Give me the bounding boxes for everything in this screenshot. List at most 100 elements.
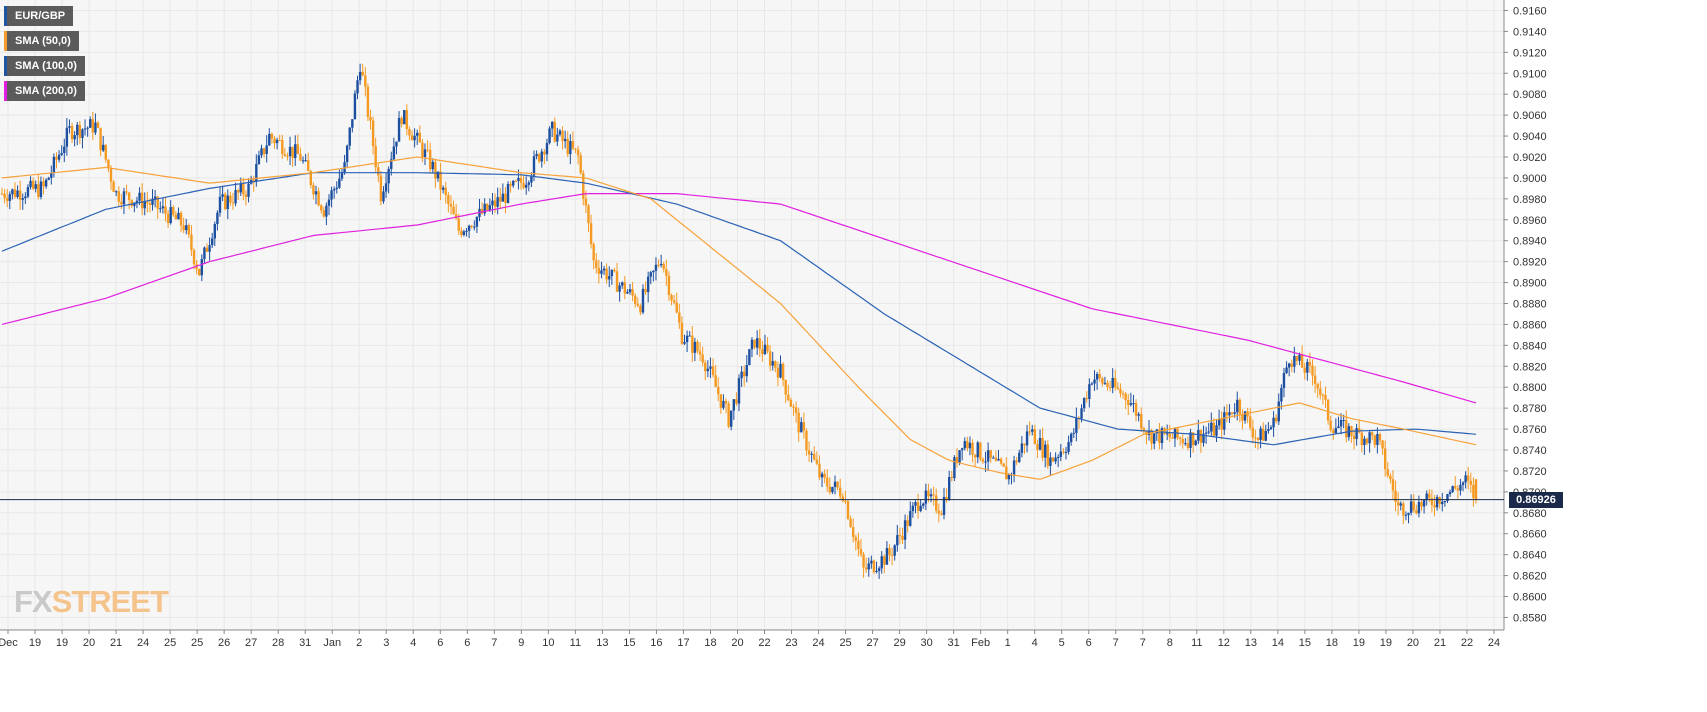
legend-item-sma50[interactable]: SMA (50,0)	[4, 31, 79, 51]
candle-down	[815, 459, 819, 464]
candle-up	[1095, 374, 1099, 380]
candle-up	[11, 189, 14, 195]
candle-up	[1298, 354, 1301, 361]
candle-down	[1033, 429, 1037, 445]
candle-up	[211, 238, 214, 246]
candle-up	[1461, 482, 1465, 485]
candle-up	[275, 139, 279, 144]
candle-up	[948, 477, 951, 500]
candle-down	[229, 195, 232, 203]
candle-down	[291, 146, 294, 159]
candle-down	[774, 361, 777, 368]
candle-up	[1443, 501, 1447, 503]
y-tick-label: 0.9020	[1513, 152, 1547, 164]
candle-down	[242, 183, 245, 195]
candle-up	[159, 208, 162, 210]
candle-down	[639, 305, 642, 313]
candle-up	[659, 263, 663, 266]
candle-up	[351, 119, 354, 128]
candle-up	[545, 142, 549, 155]
candle-up	[922, 503, 925, 506]
candle-up	[1272, 417, 1275, 428]
x-tick-label: 25	[164, 637, 176, 649]
candle-down	[428, 149, 432, 170]
legend-item-sma200[interactable]: SMA (200,0)	[4, 81, 85, 101]
candle-up	[750, 339, 754, 350]
candle-down	[727, 403, 730, 427]
candle-down	[932, 494, 935, 496]
candle-up	[1399, 503, 1402, 506]
candle-up	[893, 545, 896, 556]
candle-up	[1137, 414, 1140, 416]
x-tick-label: 20	[1407, 637, 1419, 649]
candle-down	[950, 477, 953, 479]
candle-down	[125, 191, 128, 193]
candle-up	[1337, 426, 1340, 429]
candle-down	[1345, 419, 1348, 438]
candle-down	[784, 380, 787, 395]
candle-down	[42, 181, 45, 187]
legend-item-sma100[interactable]: SMA (100,0)	[4, 56, 85, 76]
candle-down	[486, 203, 489, 210]
candle-up	[745, 365, 748, 377]
candle-up	[1132, 403, 1135, 405]
candle-down	[597, 267, 601, 274]
candle-up	[530, 175, 533, 183]
candle-up	[1223, 412, 1226, 430]
candle-down	[179, 212, 183, 226]
candle-up	[885, 548, 889, 565]
candle-up	[392, 146, 396, 160]
candle-down	[576, 149, 580, 156]
candle-down	[91, 119, 95, 133]
candle-up	[550, 121, 554, 129]
candle-up	[265, 145, 268, 154]
candle-up	[89, 119, 92, 128]
candle-up	[649, 272, 652, 277]
y-tick-label: 0.8640	[1513, 550, 1547, 562]
candle-up	[1287, 363, 1291, 368]
candle-down	[1402, 503, 1405, 516]
candle-up	[1093, 379, 1096, 384]
sma100-line	[1, 172, 1477, 446]
x-tick-label: 19	[29, 637, 41, 649]
candle-up	[135, 200, 139, 203]
x-tick-label: 10	[542, 637, 554, 649]
candle-down	[595, 260, 598, 268]
x-tick-label: 2	[356, 637, 362, 649]
candle-up	[527, 182, 530, 185]
candle-down	[945, 496, 948, 500]
candle-up	[685, 335, 689, 343]
candle-down	[794, 407, 798, 413]
candle-down	[434, 161, 437, 179]
candle-down	[1415, 510, 1418, 514]
x-tick-label: 14	[1272, 637, 1284, 649]
candle-down	[1370, 432, 1374, 436]
candle-down	[470, 225, 473, 227]
candle-down	[719, 394, 723, 408]
candle-down	[691, 335, 694, 353]
candle-down	[667, 275, 671, 296]
candle-down	[994, 457, 998, 461]
candle-up	[1025, 431, 1029, 446]
candle-up	[800, 422, 803, 433]
y-tick-label: 0.8880	[1513, 298, 1547, 310]
legend-item-eurgbp[interactable]: EUR/GBP	[4, 6, 74, 26]
candle-up	[929, 494, 933, 497]
candle-down	[973, 454, 977, 458]
candle-down	[971, 442, 974, 455]
candle-up	[327, 199, 331, 206]
candle-up	[621, 282, 624, 286]
candle-up	[771, 361, 774, 366]
candle-down	[112, 181, 115, 192]
candle-up	[465, 230, 468, 232]
candle-down	[566, 138, 569, 155]
candle-up	[356, 80, 359, 94]
candle-down	[244, 194, 248, 197]
candle-down	[1127, 400, 1130, 405]
candle-down	[916, 502, 920, 511]
candle-up	[737, 378, 741, 404]
candle-up	[491, 200, 494, 206]
candle-down	[460, 230, 463, 235]
candle-down	[18, 190, 22, 200]
x-tick-label: 27	[245, 637, 257, 649]
